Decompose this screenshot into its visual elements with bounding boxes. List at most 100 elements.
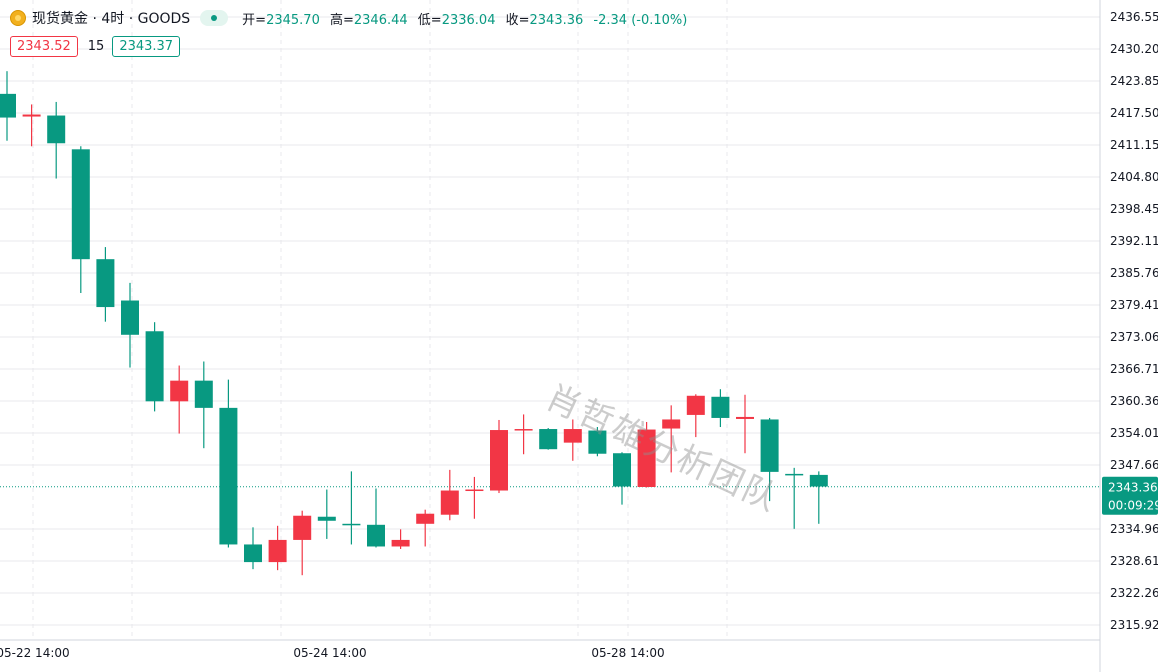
candle: [613, 452, 631, 505]
candle-body: [440, 490, 459, 515]
candle: [317, 489, 336, 539]
close-value: 2343.36: [529, 12, 584, 28]
candle: [736, 394, 754, 454]
candle-body: [490, 430, 508, 491]
candle-body: [416, 513, 435, 524]
candle-body: [686, 395, 705, 415]
price-tick-label: 2334.96: [1110, 522, 1158, 536]
candle: [170, 365, 189, 434]
price-tick-label: 2436.55: [1110, 10, 1158, 24]
candle: [637, 421, 656, 488]
change-value: -2.34 (-0.10%): [593, 12, 688, 28]
status-dot-icon: [211, 15, 218, 21]
price-tick-label: 2417.50: [1110, 106, 1158, 120]
last-price-tag: [1102, 476, 1158, 515]
price-tick-label: 2373.06: [1110, 330, 1158, 344]
price-tick-label: 2385.76: [1110, 266, 1158, 280]
candle: [145, 322, 164, 412]
candle: [539, 428, 558, 450]
high-value: 2346.44: [353, 12, 408, 28]
candle: [563, 419, 582, 461]
candle: [760, 417, 779, 502]
candle: [121, 282, 139, 368]
candle: [367, 488, 385, 548]
candle-body: [170, 380, 189, 402]
candle: [0, 71, 16, 141]
price-tick-label: 2392.11: [1110, 234, 1158, 248]
price-tick-label: 2315.92: [1110, 618, 1158, 632]
candle-body: [613, 453, 631, 487]
candle-body: [809, 474, 828, 487]
last-price-label: 2343.36: [1108, 481, 1158, 495]
candle-body: [0, 93, 16, 118]
candle-body: [662, 419, 681, 429]
low-value: 2336.04: [441, 12, 496, 28]
symbol-title[interactable]: 现货黄金 · 4时 · GOODS: [32, 11, 191, 27]
candle-body: [514, 429, 533, 431]
sell-price-button[interactable]: 2343.52: [10, 36, 78, 57]
candle-body: [563, 429, 582, 443]
candle-body: [96, 259, 115, 308]
candle-body: [194, 380, 213, 408]
price-tick-label: 2423.85: [1110, 74, 1158, 88]
candle-body: [22, 114, 41, 117]
candle: [514, 414, 533, 455]
buy-price-button[interactable]: 2343.37: [112, 36, 181, 57]
candle-body: [711, 396, 730, 418]
candle: [47, 101, 66, 179]
trade-quote-row: 2343.52 15 2343.37: [10, 36, 181, 57]
price-tick-label: 2360.36: [1110, 394, 1158, 408]
candle: [490, 419, 508, 494]
candle: [416, 509, 435, 547]
candle: [244, 527, 262, 570]
candle: [219, 379, 238, 548]
candle: [194, 361, 213, 449]
price-tick-label: 2366.71: [1110, 362, 1158, 376]
candle-body: [47, 115, 66, 144]
price-tick-label: 2347.66: [1110, 458, 1158, 472]
close-label: 收=: [505, 12, 530, 28]
candle-body: [736, 416, 754, 419]
candle-body: [145, 331, 164, 402]
low-label: 低=: [417, 12, 442, 28]
price-tick-label: 2322.26: [1110, 586, 1158, 600]
candle: [588, 427, 607, 457]
market-status-indicator[interactable]: [200, 10, 229, 26]
ohlc-values: 开=2345.70 高=2346.44 低=2336.04 收=2343.36 …: [242, 9, 687, 28]
candle-body: [588, 430, 607, 454]
candle-body: [244, 544, 262, 563]
time-tick-label: 05-22 14:00: [0, 646, 70, 660]
candle: [293, 510, 312, 576]
candle: [711, 389, 730, 428]
candle-body: [317, 516, 336, 521]
candle: [662, 405, 681, 473]
candle: [440, 469, 459, 521]
time-tick-label: 05-24 14:00: [293, 646, 366, 660]
price-tick-label: 2398.45: [1110, 202, 1158, 216]
candle: [391, 529, 410, 549]
time-axis: 05-22 14:00 05-24 14:00 05-28 14:00: [0, 639, 1100, 660]
candle: [71, 146, 90, 293]
chart-header: 现货黄金 · 4时 · GOODS 开=2345.70 高=2346.44 低=…: [10, 8, 687, 28]
price-tick-label: 2379.41: [1110, 298, 1158, 312]
candle-body: [342, 523, 361, 526]
candle: [268, 525, 287, 571]
candle: [785, 467, 804, 529]
price-tick-label: 2354.01: [1110, 426, 1158, 440]
candle-body: [71, 149, 90, 260]
gold-coin-icon: [10, 10, 26, 26]
candle: [342, 471, 361, 545]
candle-body: [367, 524, 385, 547]
price-tick-label: 2430.20: [1110, 42, 1158, 56]
candle-body: [760, 419, 779, 472]
candles: [0, 71, 828, 576]
candle: [686, 394, 705, 438]
candle: [96, 247, 115, 322]
candle: [22, 104, 41, 147]
spread-value: 15: [87, 39, 105, 54]
price-tick-label: 2411.15: [1110, 138, 1158, 152]
candle: [809, 471, 828, 524]
candle-body: [391, 539, 410, 547]
candle-body: [465, 489, 484, 492]
